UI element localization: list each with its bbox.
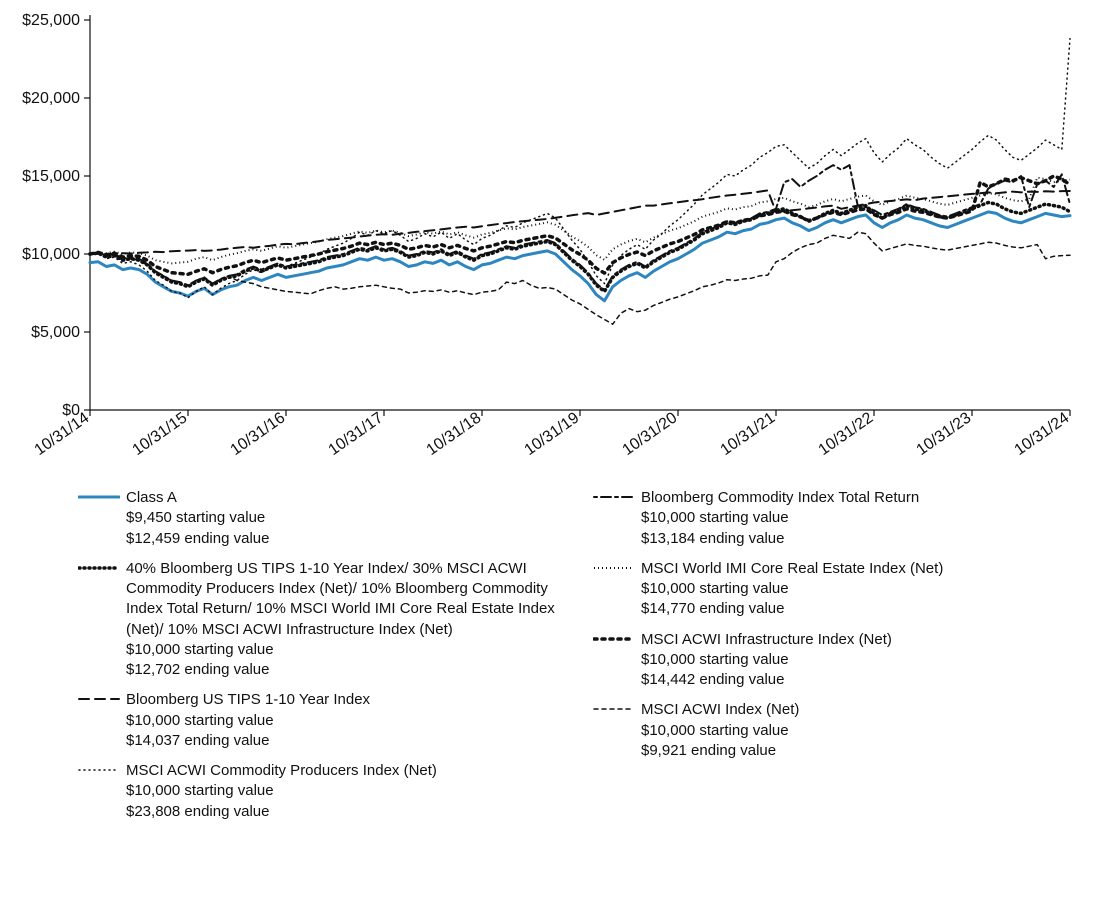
legend-item-infra: MSCI ACWI Infrastructure Index (Net)$10,… (593, 630, 1078, 691)
legend-text: Bloomberg Commodity Index Total Return$1… (641, 488, 919, 549)
x-tick-label: 10/31/23 (914, 409, 975, 459)
legend-swatch (593, 630, 641, 648)
legend-start-value: $10,000 starting value (641, 721, 799, 741)
legend-start-value: $10,000 starting value (126, 640, 563, 660)
legend-label: MSCI ACWI Infrastructure Index (Net) (641, 630, 892, 650)
chart-legend: Class A$9,450 starting value$12,459 endi… (10, 488, 1078, 832)
x-tick-label: 10/31/15 (130, 409, 191, 459)
legend-start-value: $10,000 starting value (641, 650, 892, 670)
legend-column: Bloomberg Commodity Index Total Return$1… (593, 488, 1078, 832)
legend-end-value: $9,921 ending value (641, 741, 799, 761)
chart-svg: $0$5,000$10,000$15,000$20,000$25,00010/3… (10, 10, 1090, 480)
growth-chart: $0$5,000$10,000$15,000$20,000$25,00010/3… (10, 10, 1090, 480)
legend-swatch (78, 488, 126, 506)
y-tick-label: $20,000 (22, 90, 80, 107)
x-tick-label: 10/31/17 (326, 409, 387, 459)
legend-end-value: $14,442 ending value (641, 670, 892, 690)
x-tick-label: 10/31/19 (522, 409, 583, 459)
legend-label: Bloomberg Commodity Index Total Return (641, 488, 919, 508)
legend-swatch (593, 488, 641, 506)
legend-text: Class A$9,450 starting value$12,459 endi… (126, 488, 269, 549)
legend-start-value: $10,000 starting value (126, 781, 437, 801)
legend-label: MSCI ACWI Index (Net) (641, 700, 799, 720)
x-tick-label: 10/31/24 (1012, 409, 1073, 459)
legend-item-realEstate: MSCI World IMI Core Real Estate Index (N… (593, 559, 1078, 620)
x-tick-label: 10/31/22 (816, 409, 877, 459)
x-tick-label: 10/31/18 (424, 409, 485, 459)
legend-text: Bloomberg US TIPS 1-10 Year Index$10,000… (126, 690, 370, 751)
legend-start-value: $9,450 starting value (126, 508, 269, 528)
series-tips (90, 190, 1070, 254)
y-tick-label: $10,000 (22, 246, 80, 263)
y-tick-label: $25,000 (22, 12, 80, 29)
legend-end-value: $14,037 ending value (126, 731, 370, 751)
legend-text: MSCI World IMI Core Real Estate Index (N… (641, 559, 943, 620)
legend-label: Bloomberg US TIPS 1-10 Year Index (126, 690, 370, 710)
legend-end-value: $23,808 ending value (126, 802, 437, 822)
legend-end-value: $14,770 ending value (641, 599, 943, 619)
legend-text: 40% Bloomberg US TIPS 1-10 Year Index/ 3… (126, 559, 563, 681)
legend-item-acwi: MSCI ACWI Index (Net)$10,000 starting va… (593, 700, 1078, 761)
legend-item-commodityProducers: MSCI ACWI Commodity Producers Index (Net… (78, 761, 563, 822)
legend-swatch (78, 690, 126, 708)
legend-start-value: $10,000 starting value (641, 579, 943, 599)
y-tick-label: $15,000 (22, 168, 80, 185)
x-tick-label: 10/31/21 (718, 409, 779, 459)
x-tick-label: 10/31/20 (620, 409, 681, 459)
legend-label: MSCI ACWI Commodity Producers Index (Net… (126, 761, 437, 781)
series-commodityProducers (90, 39, 1070, 298)
legend-swatch (593, 700, 641, 718)
legend-item-classA: Class A$9,450 starting value$12,459 endi… (78, 488, 563, 549)
legend-swatch (78, 761, 126, 779)
legend-start-value: $10,000 starting value (641, 508, 919, 528)
series-infra (90, 176, 1070, 274)
legend-label: Class A (126, 488, 269, 508)
legend-end-value: $12,459 ending value (126, 529, 269, 549)
series-bcom (90, 165, 1070, 290)
legend-text: MSCI ACWI Commodity Producers Index (Net… (126, 761, 437, 822)
legend-label: MSCI World IMI Core Real Estate Index (N… (641, 559, 943, 579)
legend-start-value: $10,000 starting value (126, 711, 370, 731)
series-classA (90, 212, 1070, 301)
legend-label: 40% Bloomberg US TIPS 1-10 Year Index/ 3… (126, 559, 563, 640)
legend-end-value: $12,702 ending value (126, 660, 563, 680)
legend-text: MSCI ACWI Infrastructure Index (Net)$10,… (641, 630, 892, 691)
y-tick-label: $5,000 (31, 324, 80, 341)
legend-swatch (593, 559, 641, 577)
legend-item-tips: Bloomberg US TIPS 1-10 Year Index$10,000… (78, 690, 563, 751)
series-acwi (90, 232, 1070, 324)
legend-item-blend40: 40% Bloomberg US TIPS 1-10 Year Index/ 3… (78, 559, 563, 681)
legend-end-value: $13,184 ending value (641, 529, 919, 549)
legend-swatch (78, 559, 126, 577)
legend-text: MSCI ACWI Index (Net)$10,000 starting va… (641, 700, 799, 761)
legend-item-bcom: Bloomberg Commodity Index Total Return$1… (593, 488, 1078, 549)
legend-column: Class A$9,450 starting value$12,459 endi… (78, 488, 563, 832)
x-tick-label: 10/31/16 (228, 409, 289, 459)
